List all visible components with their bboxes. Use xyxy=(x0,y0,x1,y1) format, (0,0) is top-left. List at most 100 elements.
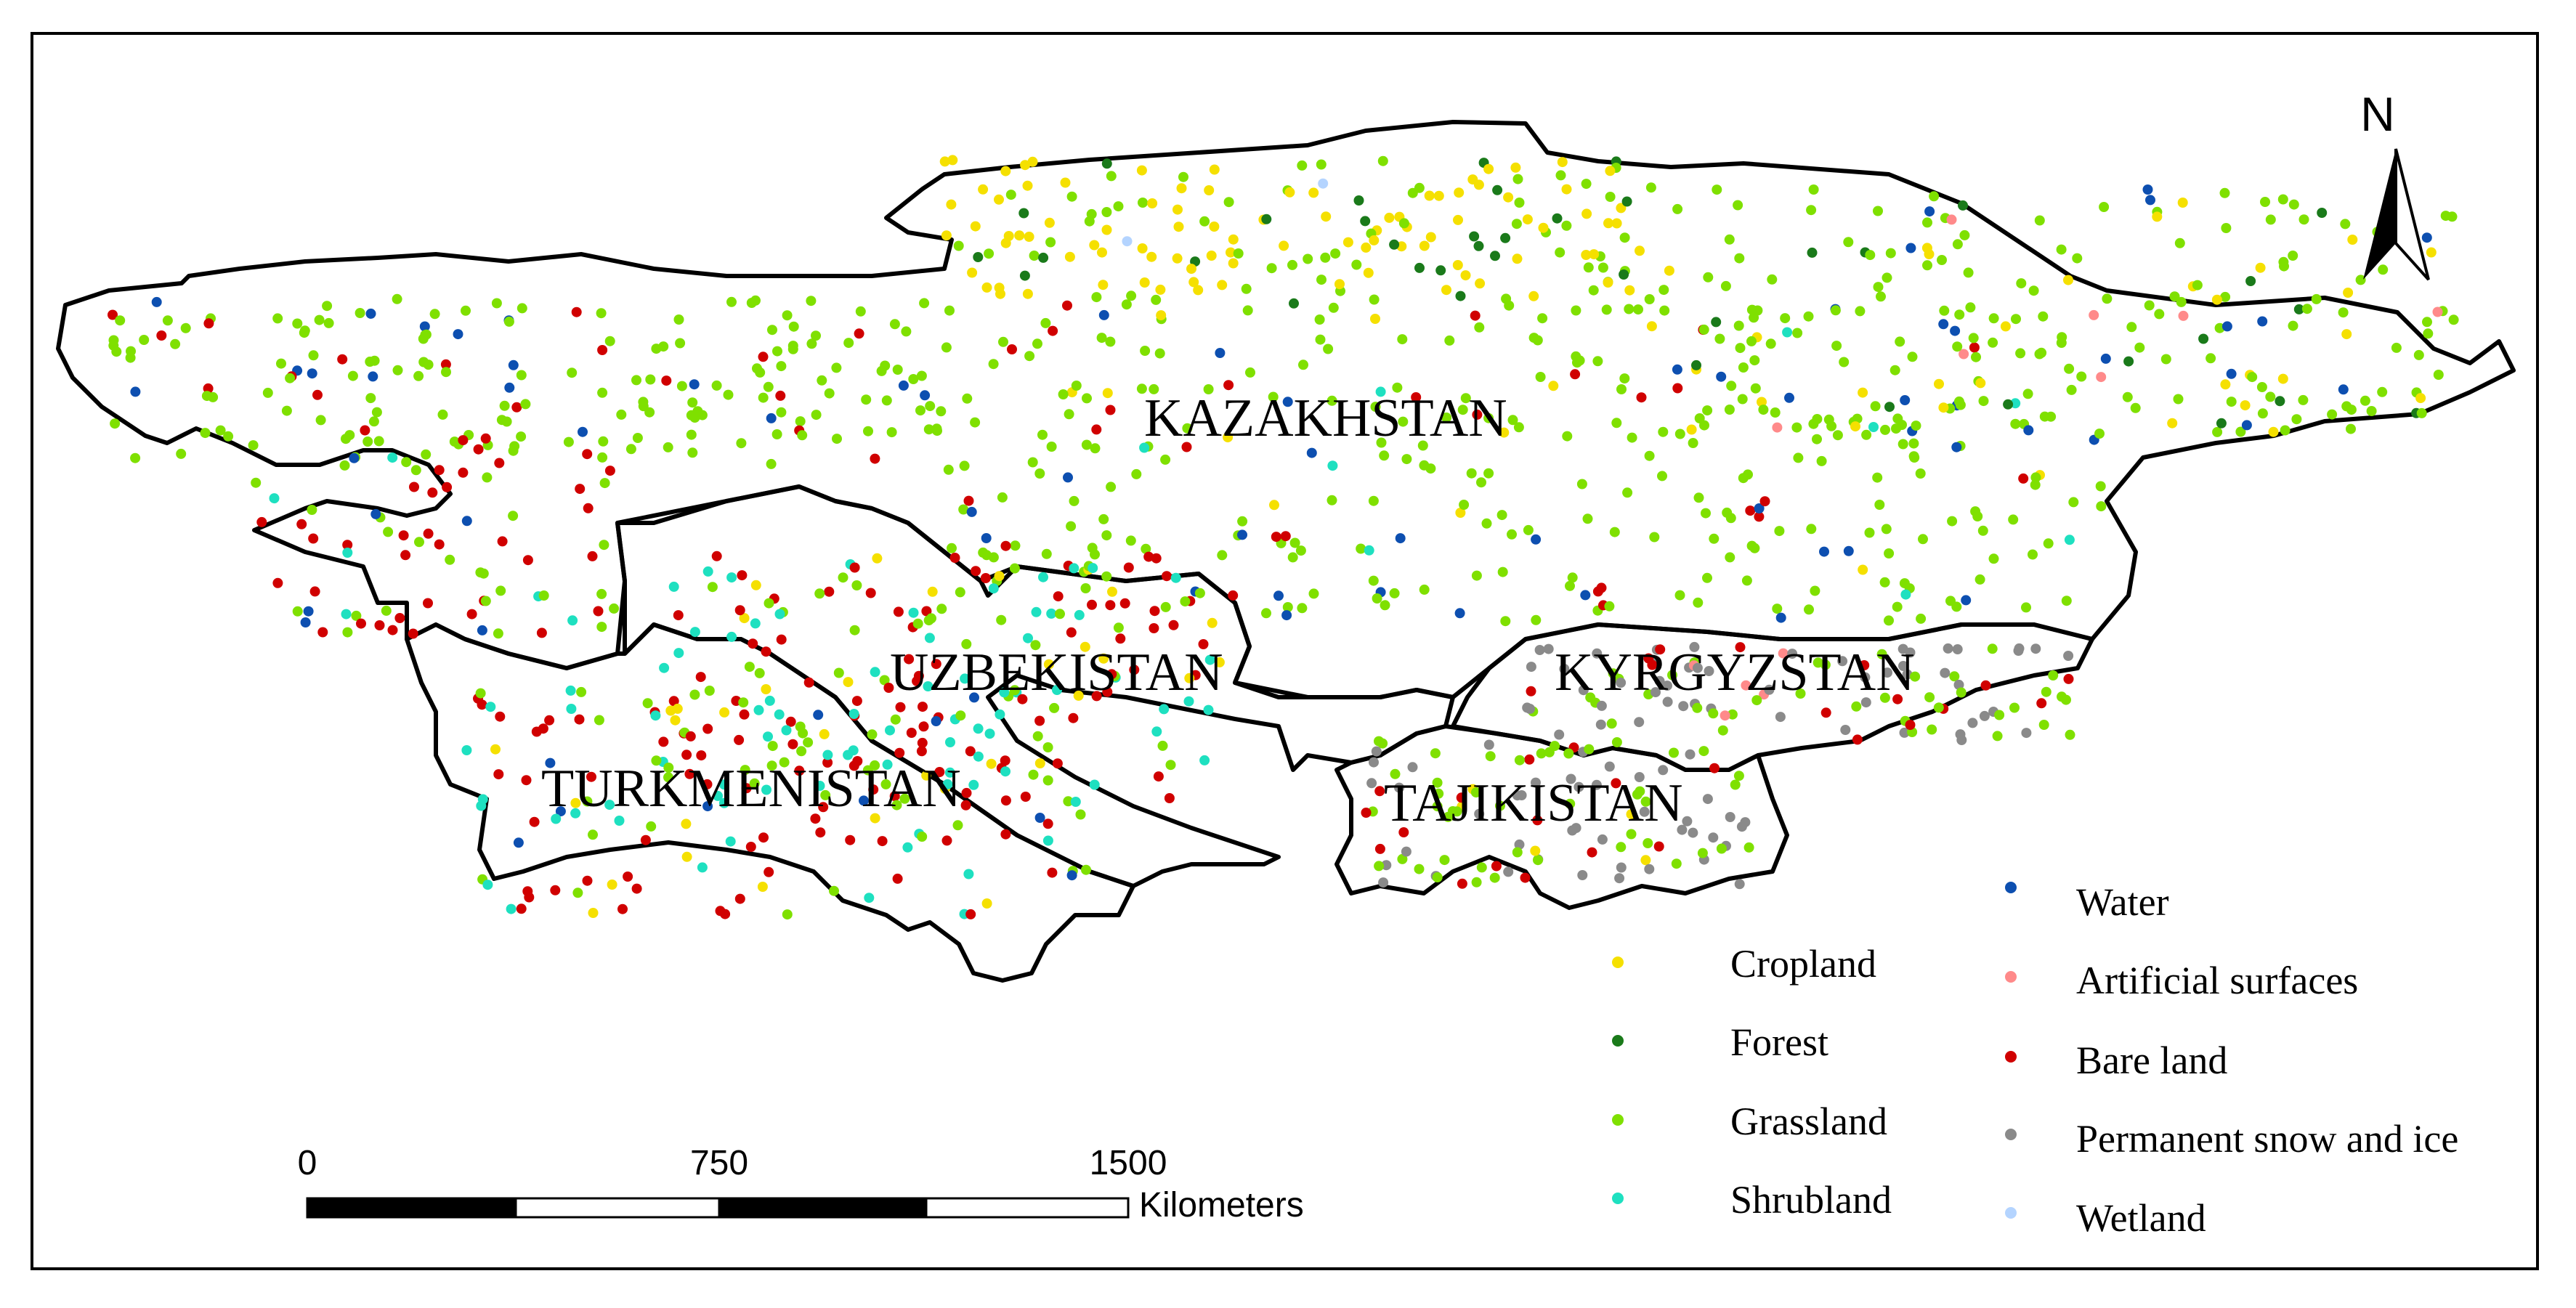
sample-point xyxy=(1963,267,1974,278)
sample-point xyxy=(1398,827,1409,837)
sample-point xyxy=(1303,253,1313,264)
sample-point xyxy=(1943,643,1953,654)
sample-point xyxy=(2030,472,2041,483)
sample-point xyxy=(583,503,594,513)
sample-point xyxy=(2447,211,2458,222)
sample-point xyxy=(2355,275,2366,285)
sample-point xyxy=(889,319,900,330)
sample-point xyxy=(151,296,162,307)
sample-point xyxy=(1624,285,1635,296)
sample-point xyxy=(1967,718,1978,728)
sample-point xyxy=(745,842,756,852)
sample-point xyxy=(631,883,642,894)
sample-point xyxy=(419,321,430,332)
sample-point xyxy=(1749,355,1760,366)
sample-point xyxy=(1557,157,1568,168)
sample-point xyxy=(1531,614,1542,625)
sample-point xyxy=(1640,855,1651,866)
sample-point xyxy=(1616,862,1627,873)
sample-point xyxy=(1784,392,1794,403)
sample-point xyxy=(2013,646,2024,656)
sample-point xyxy=(1361,242,1372,253)
sample-point xyxy=(901,326,912,337)
legend-swatch xyxy=(2005,1207,2017,1219)
sample-point xyxy=(1645,182,1656,193)
sample-point xyxy=(1584,744,1595,755)
sample-point xyxy=(256,516,267,527)
sample-point xyxy=(1071,381,1082,391)
sample-point xyxy=(1910,671,1921,682)
sample-point xyxy=(931,659,941,670)
sample-point xyxy=(588,908,599,918)
sample-point xyxy=(617,903,628,914)
sample-point xyxy=(593,606,604,617)
sample-point xyxy=(1105,600,1116,611)
sample-point xyxy=(761,784,771,795)
sample-point xyxy=(1977,525,1988,536)
sample-point xyxy=(764,598,774,609)
sample-point xyxy=(1397,334,1408,345)
sample-point xyxy=(1298,360,1308,370)
sample-point xyxy=(702,801,713,812)
sample-point xyxy=(1934,378,1944,389)
sample-point xyxy=(811,330,821,341)
sample-point xyxy=(1483,739,1494,750)
sample-point xyxy=(936,406,947,417)
sample-point xyxy=(882,759,893,770)
sample-point xyxy=(2327,409,2338,420)
sample-point xyxy=(761,646,771,657)
sample-point xyxy=(1069,563,1080,574)
sample-point xyxy=(2257,408,2268,419)
sample-point xyxy=(1918,534,1928,545)
sample-point xyxy=(599,478,610,489)
sample-point xyxy=(2317,208,2328,218)
sample-point xyxy=(782,909,793,920)
sample-point xyxy=(1614,873,1625,884)
sample-point xyxy=(1535,372,1546,382)
sample-point xyxy=(795,416,806,427)
sample-point xyxy=(1204,185,1215,195)
sample-point xyxy=(970,221,981,232)
sample-point xyxy=(1787,649,1798,659)
sample-point xyxy=(1644,450,1655,461)
sample-point xyxy=(1653,841,1664,852)
sample-point xyxy=(139,335,150,345)
sample-point xyxy=(1968,333,1979,344)
sample-point xyxy=(1900,589,1911,600)
sample-point xyxy=(1096,333,1107,344)
sample-point xyxy=(341,434,351,444)
sample-point xyxy=(726,572,737,583)
sample-point xyxy=(2277,194,2288,205)
sample-point xyxy=(440,359,451,370)
sample-point xyxy=(276,358,286,369)
sample-point xyxy=(1820,707,1831,718)
sample-point xyxy=(1198,639,1209,649)
sample-point xyxy=(1592,356,1603,367)
sample-point xyxy=(1273,590,1284,601)
sample-point xyxy=(1626,829,1637,840)
sample-point xyxy=(567,615,578,626)
sample-point xyxy=(1994,710,2005,720)
sample-point xyxy=(1172,253,1183,264)
sample-point xyxy=(734,734,745,745)
sample-point xyxy=(586,771,596,782)
sample-point xyxy=(1375,386,1386,397)
sample-point xyxy=(575,484,586,495)
sample-point xyxy=(1619,373,1630,384)
sample-point xyxy=(1066,191,1077,202)
sample-point xyxy=(2265,214,2276,225)
sample-point xyxy=(1432,801,1443,812)
sample-point xyxy=(1759,496,1770,507)
sample-point xyxy=(563,436,574,447)
sample-point xyxy=(927,586,938,597)
sample-point xyxy=(687,397,698,408)
sample-point xyxy=(1453,214,1463,225)
sample-point xyxy=(1840,725,1851,735)
sample-point xyxy=(918,702,928,712)
sample-point xyxy=(1971,352,1981,362)
sample-point xyxy=(739,613,750,624)
sample-point xyxy=(2219,187,2230,198)
sample-point xyxy=(949,553,960,563)
sample-point xyxy=(1149,383,1159,394)
sample-point xyxy=(1795,688,1806,699)
